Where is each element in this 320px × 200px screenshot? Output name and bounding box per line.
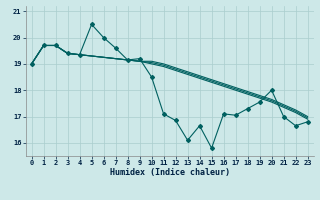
X-axis label: Humidex (Indice chaleur): Humidex (Indice chaleur) (109, 168, 230, 177)
